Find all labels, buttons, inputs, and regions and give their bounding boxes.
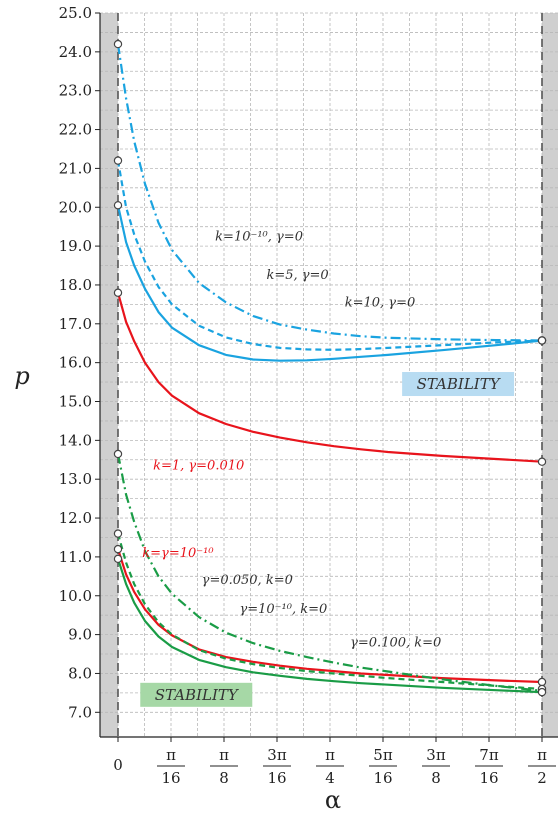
y-tick-label: 14.0 — [59, 431, 92, 449]
y-tick-label: 18.0 — [59, 276, 92, 294]
x-tick-denominator: 16 — [267, 769, 286, 787]
y-tick-label: 16.0 — [59, 354, 92, 372]
x-tick-numerator: π — [537, 746, 547, 764]
x-tick-numerator: π — [325, 746, 335, 764]
x-tick-denominator: 4 — [325, 769, 335, 787]
x-tick-numerator: 7π — [479, 746, 499, 764]
curve-annotation: k=10⁻¹⁰, γ=0 — [215, 229, 303, 244]
y-tick-label: 20.0 — [59, 198, 92, 216]
boundary-shading — [100, 13, 558, 737]
y-tick-label: 21.0 — [59, 159, 92, 177]
series-line-6 — [116, 533, 543, 691]
x-tick-denominator: 16 — [161, 769, 180, 787]
plot-frame — [99, 13, 558, 738]
endpoint-markers — [113, 39, 547, 697]
endpoint-marker — [113, 39, 123, 49]
y-tick-label: 8.0 — [68, 664, 92, 682]
x-axis-label: α — [325, 786, 341, 814]
series-line-7 — [116, 558, 543, 694]
x-tick-numerator: 3π — [426, 746, 446, 764]
series-lines — [116, 43, 543, 694]
curve-annotation: k=γ=10⁻¹⁰ — [142, 546, 214, 561]
x-tick-numerator: π — [166, 746, 176, 764]
x-tick-denominator: 16 — [373, 769, 392, 787]
series-line-0 — [116, 205, 543, 362]
curve-annotation: γ=0.100, k=0 — [350, 635, 441, 650]
stability-regions: STABILITY STABILITY — [140, 372, 515, 707]
stability-region-label: STABILITY — [417, 375, 502, 393]
y-tick-label: 10.0 — [59, 587, 92, 605]
endpoint-marker — [113, 554, 123, 564]
endpoint-marker — [537, 457, 547, 466]
series-line-2 — [116, 43, 543, 342]
y-axis-ticks: 25.0 24.0 23.0 22.0 21.0 20.0 19.0 18.0 17.0 16.0… — [59, 4, 100, 721]
endpoint-marker — [113, 449, 123, 459]
curve-annotation: k=5, γ=0 — [266, 268, 328, 283]
endpoint-marker — [113, 288, 123, 297]
stability-region-box — [402, 372, 515, 397]
y-tick-label: 25.0 — [59, 4, 92, 22]
y-tick-label: 24.0 — [59, 43, 92, 61]
curve-annotations: k=10⁻¹⁰, γ=0 k=5, γ=0 k=10, γ=0 k=1, γ=0.01… — [142, 229, 441, 650]
x-tick-numerator: 3π — [267, 746, 287, 764]
endpoint-marker — [537, 687, 547, 697]
y-axis-label: p — [14, 362, 29, 390]
x-tick-label: 0 — [113, 756, 123, 774]
curve-annotation: k=10, γ=0 — [345, 295, 416, 310]
y-tick-label: 15.0 — [59, 393, 92, 411]
y-tick-label: 12.0 — [59, 509, 92, 527]
x-tick-denominator: 8 — [431, 769, 441, 787]
x-tick-denominator: 16 — [479, 769, 498, 787]
endpoint-marker — [113, 529, 123, 538]
y-tick-label: 7.0 — [68, 703, 92, 721]
series-line-4 — [116, 548, 543, 684]
endpoint-marker — [537, 677, 547, 687]
curve-annotation: k=1, γ=0.010 — [153, 458, 244, 473]
series-line-1 — [116, 160, 543, 351]
y-tick-label: 17.0 — [59, 315, 92, 333]
y-tick-label: 13.0 — [59, 470, 92, 488]
endpoint-marker — [113, 544, 123, 554]
endpoint-marker — [113, 201, 123, 210]
curve-annotation: γ=10⁻¹⁰, k=0 — [239, 602, 327, 617]
y-tick-label: 23.0 — [59, 82, 92, 100]
stability-region-box — [140, 682, 253, 707]
y-tick-label: 11.0 — [59, 548, 92, 566]
series-line-5 — [116, 453, 543, 692]
curve-annotation: γ=0.050, k=0 — [202, 573, 293, 588]
endpoint-marker — [537, 336, 547, 345]
x-tick-numerator: π — [219, 746, 229, 764]
y-tick-label: 22.0 — [59, 121, 92, 139]
y-tick-label: 9.0 — [68, 626, 92, 644]
x-tick-denominator: 2 — [537, 769, 547, 787]
endpoint-marker — [113, 156, 123, 165]
stability-region-label: STABILITY — [155, 686, 240, 704]
y-tick-label: 19.0 — [59, 237, 92, 255]
x-axis-ticks: 0 π 16 π 8 3π 16 π 4 5π 16 3π 8 7π 16 π 2 — [113, 737, 556, 787]
left-boundary-strip — [100, 13, 118, 737]
x-tick-denominator: 8 — [219, 769, 229, 787]
right-boundary-strip — [542, 13, 558, 737]
x-tick-numerator: 5π — [373, 746, 393, 764]
series-line-3 — [116, 292, 543, 463]
